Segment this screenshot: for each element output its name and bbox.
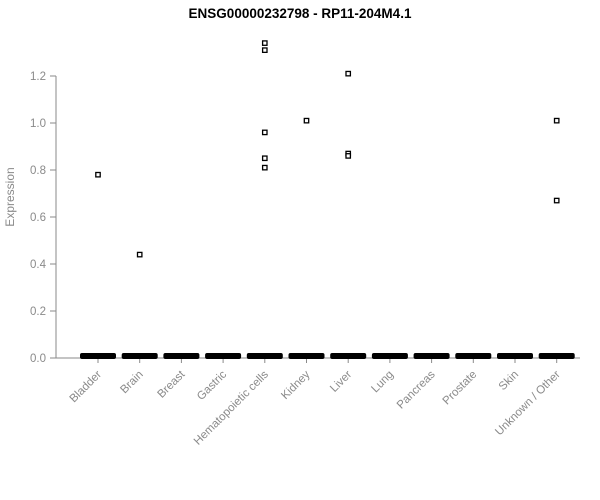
data-points-layer [80, 40, 575, 359]
y-tick-label: 1.0 [30, 118, 46, 130]
zero-points-cluster [497, 353, 533, 359]
y-tick-label: 0.6 [30, 212, 46, 224]
zero-points-cluster [246, 353, 283, 359]
data-point [136, 251, 143, 258]
zero-points-cluster [371, 353, 408, 359]
x-tick-label: Pancreas [395, 368, 438, 411]
data-point [553, 117, 560, 124]
x-tick-label: Hematopoietic cells [192, 368, 271, 447]
data-point [261, 47, 268, 54]
x-tick-label: Prostate [441, 369, 480, 408]
x-tick-label: Skin [497, 369, 521, 393]
x-tick-label: Lung [369, 369, 396, 396]
x-tick-label: Bladder [68, 369, 105, 406]
x-tick-label: Breast [156, 368, 189, 401]
x-tick-label: Kidney [279, 368, 313, 402]
zero-points-cluster [205, 353, 242, 359]
data-point [261, 40, 268, 46]
y-axis-title: Expression [3, 167, 17, 226]
y-tick-label: 0.2 [30, 306, 46, 318]
data-point [261, 129, 268, 136]
zero-points-cluster [538, 353, 575, 359]
data-point [553, 197, 560, 204]
y-tick-label: 0.8 [30, 165, 46, 177]
zero-points-cluster [455, 353, 492, 359]
x-tick-label: Gastric [195, 368, 229, 402]
zero-points-cluster [163, 353, 200, 359]
y-axis-ticks: 0.0 0.2 0.4 0.6 0.8 1.0 1.2 [30, 71, 56, 365]
data-point [345, 70, 352, 77]
zero-points-cluster [80, 353, 116, 359]
chart-title: ENSG00000232798 - RP11-204M4.1 [189, 6, 412, 21]
zero-points-cluster [288, 353, 325, 359]
data-point [261, 155, 268, 162]
data-point [95, 171, 101, 178]
data-point [345, 153, 352, 159]
x-tick-label: Brain [118, 369, 145, 396]
data-point [261, 164, 268, 171]
y-tick-label: 0.4 [30, 259, 47, 271]
x-tick-label: Liver [328, 369, 354, 395]
data-point [303, 117, 310, 124]
zero-points-cluster [330, 353, 367, 359]
y-tick-label: 1.2 [30, 71, 46, 83]
zero-points-cluster [121, 353, 158, 359]
y-tick-label: 0.0 [30, 353, 46, 365]
zero-points-cluster [413, 353, 450, 359]
